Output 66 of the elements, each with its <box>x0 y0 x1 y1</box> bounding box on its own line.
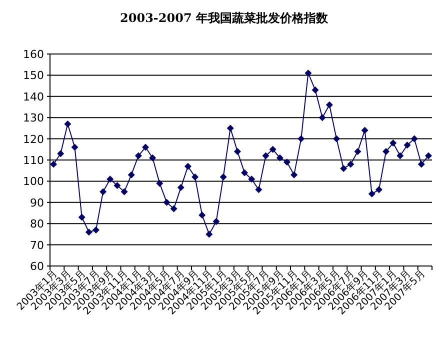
point <box>241 169 248 176</box>
point <box>142 144 149 151</box>
point <box>50 160 58 168</box>
y-tick-label: 60 <box>30 260 44 273</box>
point <box>410 135 418 142</box>
point <box>192 173 199 180</box>
point <box>120 188 128 196</box>
y-tick-label: 70 <box>30 238 44 252</box>
point <box>128 171 135 178</box>
point <box>283 158 290 166</box>
y-tick-label: 130 <box>23 112 44 125</box>
y-tick-label: 80 <box>30 218 44 231</box>
point <box>198 212 206 219</box>
point <box>255 186 262 194</box>
point <box>220 173 227 180</box>
point <box>396 152 404 160</box>
point <box>290 171 298 178</box>
point <box>424 152 432 160</box>
point <box>64 120 72 128</box>
point <box>318 114 326 122</box>
chart-title: 2003-2007 年我国蔬菜批发价格指数 <box>120 11 329 25</box>
point <box>156 180 164 187</box>
point <box>78 214 86 221</box>
point <box>71 144 78 151</box>
y-tick-label: 160 <box>23 48 44 61</box>
point <box>170 205 178 212</box>
point <box>226 124 234 132</box>
point <box>212 218 220 225</box>
point <box>262 152 270 160</box>
point <box>85 228 92 236</box>
y-tick-label: 100 <box>23 175 44 188</box>
point <box>361 126 368 134</box>
point <box>57 150 64 158</box>
y-tick-label: 150 <box>23 69 44 82</box>
point <box>326 101 333 108</box>
point <box>382 148 390 156</box>
y-tick-label: 90 <box>30 196 44 210</box>
point <box>106 176 114 183</box>
point <box>354 148 362 156</box>
point <box>177 184 184 192</box>
point <box>276 154 284 162</box>
point <box>163 198 170 206</box>
point <box>418 160 425 168</box>
point <box>404 142 411 149</box>
y-tick-label: 140 <box>23 90 44 104</box>
point <box>184 162 192 170</box>
point <box>100 188 107 196</box>
point <box>347 160 354 168</box>
point <box>368 190 376 198</box>
point <box>234 148 241 156</box>
point <box>312 86 319 94</box>
point <box>134 152 142 160</box>
point <box>248 176 256 183</box>
point <box>149 154 156 162</box>
point <box>114 182 121 189</box>
point <box>206 230 213 238</box>
point <box>333 135 340 142</box>
y-tick-label: 120 <box>23 132 44 146</box>
point <box>390 140 397 147</box>
y-tick-label: 110 <box>23 154 44 167</box>
point <box>375 186 382 194</box>
point <box>298 135 305 142</box>
point <box>269 146 276 153</box>
point <box>340 164 348 172</box>
point <box>92 226 100 234</box>
point <box>304 70 312 77</box>
